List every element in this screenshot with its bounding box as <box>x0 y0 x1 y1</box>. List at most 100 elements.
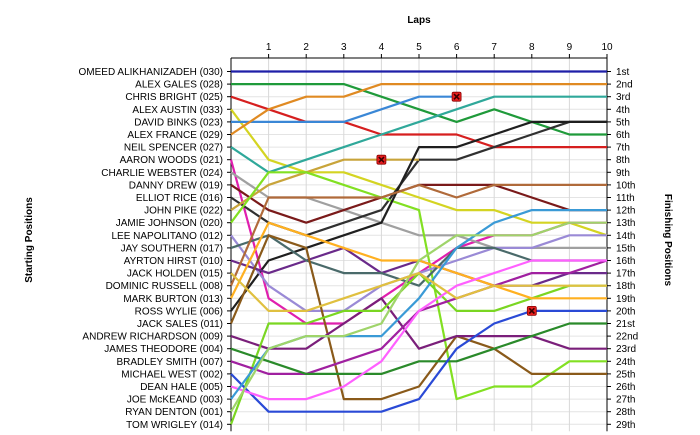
starting-position-label: JOHN PIKE (022) <box>144 206 223 217</box>
finishing-position-label: 14th <box>616 231 635 242</box>
finishing-position-label: 25th <box>616 369 635 380</box>
finishing-position-label: 12th <box>616 206 635 217</box>
finishing-position-label: 8th <box>616 155 630 166</box>
lap-tick-label: 1 <box>266 42 272 53</box>
lap-tick-label: 4 <box>379 42 385 53</box>
series-line-19 <box>229 183 607 287</box>
finishing-position-label: 3rd <box>616 92 630 103</box>
finishing-position-label: 6th <box>616 130 630 141</box>
finishing-position-label: 15th <box>616 243 635 254</box>
starting-position-label: ELLIOT RICE (016) <box>136 193 223 204</box>
finishing-position-label: 26th <box>616 382 635 393</box>
series-lines <box>229 70 608 425</box>
series-line-3 <box>230 95 607 149</box>
starting-position-label: ALEX FRANCE (029) <box>127 130 223 141</box>
starting-position-label: BRADLEY SMITH (007) <box>116 357 223 368</box>
starting-position-label: DANNY DREW (019) <box>129 180 223 191</box>
finishing-position-label: 28th <box>616 407 635 418</box>
finishing-position-label: 29th <box>616 420 635 431</box>
retirement-markers <box>376 91 537 316</box>
finishing-position-label: 1st <box>616 67 630 78</box>
finishing-position-label: 24th <box>616 357 635 368</box>
series-line-26 <box>230 259 607 401</box>
lap-tick-label: 8 <box>529 42 535 53</box>
retirement-marker-cross <box>453 93 460 100</box>
starting-position-label: JOE McKEAND (003) <box>127 395 223 406</box>
series-line-28 <box>230 221 607 413</box>
finishing-position-label: 21st <box>616 319 635 330</box>
finishing-position-label: 9th <box>616 168 630 179</box>
series-line-4 <box>230 108 608 237</box>
starting-position-label: ROSS WYLIE (006) <box>135 306 223 317</box>
starting-position-label: AYRTON HIRST (010) <box>124 256 223 267</box>
finishing-position-label: 22nd <box>616 332 638 343</box>
series-line-2 <box>231 82 607 136</box>
starting-position-label: RYAN DENTON (001) <box>125 407 223 418</box>
series-line-12 <box>230 158 419 212</box>
starting-position-label: JAMIE JOHNSON (020) <box>116 218 223 229</box>
finishing-position-label: 4th <box>616 105 630 116</box>
lap-tick-label: 6 <box>454 42 460 53</box>
series-line-5 <box>231 95 457 124</box>
starting-position-label: ALEX AUSTIN (033) <box>132 105 223 116</box>
series-line-20 <box>230 297 607 350</box>
finishing-position-label: 13th <box>616 218 635 229</box>
lap-tick-label: 5 <box>416 42 422 53</box>
finishing-position-label: 23rd <box>616 344 636 355</box>
retirement-marker-3 <box>526 305 537 316</box>
series-line-7 <box>230 95 607 174</box>
starting-position-label: JACK SALES (011) <box>137 319 223 330</box>
right-axis-title: Finishing Positions <box>662 194 673 287</box>
starting-position-label: ANDREW RICHARDSON (009) <box>82 332 223 343</box>
retirement-marker-cross <box>528 307 535 315</box>
finishing-position-label: 18th <box>616 281 635 292</box>
top-axis-title: Laps <box>407 15 431 26</box>
finishing-position-label: 20th <box>616 306 635 317</box>
starting-position-label: LEE NAPOLITANO (012) <box>111 231 223 242</box>
starting-position-labels: OMEED ALIKHANIZADEH (030) ALEX GALES (028… <box>79 67 223 431</box>
starting-position-label: JAY SOUTHERN (017) <box>121 243 223 254</box>
starting-position-label: DEAN HALE (005) <box>140 382 223 393</box>
starting-position-label: JACK HOLDEN (015) <box>127 269 223 280</box>
starting-position-label: CHRIS BRIGHT (025) <box>125 92 223 103</box>
starting-position-label: OMEED ALIKHANIZADEH (030) <box>79 67 223 78</box>
finishing-position-label: 7th <box>616 143 630 154</box>
starting-position-label: MICHAEL WEST (002) <box>121 369 223 380</box>
starting-position-label: TOM WRIGLEY (014) <box>126 420 223 431</box>
starting-position-label: AARON WOODS (021) <box>120 155 223 166</box>
finishing-position-label: 19th <box>616 294 635 305</box>
starting-position-label: DAVID BINKS (023) <box>134 117 223 128</box>
finishing-position-labels: 1st2nd3rd4th5th6th7th8th9th10th11th12th1… <box>616 67 638 431</box>
finishing-position-label: 2nd <box>616 80 633 91</box>
finishing-position-label: 16th <box>616 256 635 267</box>
retirement-marker-cross <box>378 156 385 163</box>
lap-tick-labels: 1 2 3 4 5 6 7 8 9 10 <box>266 42 613 53</box>
series-line-25 <box>230 309 607 413</box>
series-line-6 <box>230 82 607 136</box>
series-line-24 <box>230 322 607 375</box>
retirement-marker-2 <box>376 154 387 165</box>
lap-tick-label: 3 <box>341 42 347 53</box>
series-line-18 <box>229 234 607 401</box>
finishing-position-label: 17th <box>616 269 635 280</box>
lap-tick-label: 2 <box>303 42 309 53</box>
finishing-position-label: 10th <box>616 180 635 191</box>
finishing-position-label: 11th <box>616 193 635 204</box>
starting-position-label: JAMES THEODORE (004) <box>104 344 223 355</box>
series-line-29 <box>230 272 607 312</box>
starting-position-label: DOMINIC RUSSELL (008) <box>106 281 223 292</box>
series-line-13 <box>230 171 607 401</box>
lap-tick-label: 10 <box>601 42 613 53</box>
starting-position-label: ALEX GALES (028) <box>135 80 223 91</box>
finishing-position-label: 5th <box>616 117 630 128</box>
starting-position-label: MARK BURTON (013) <box>123 294 223 305</box>
starting-position-label: CHARLIE WEBSTER (024) <box>101 168 223 179</box>
finishing-position-label: 27th <box>616 395 635 406</box>
retirement-marker-1 <box>451 91 462 102</box>
lap-tick-label: 9 <box>567 42 573 53</box>
lap-tick-label: 7 <box>491 42 497 53</box>
left-axis-title: Starting Positions <box>24 197 35 283</box>
starting-position-label: NEIL SPENCER (027) <box>124 143 223 154</box>
